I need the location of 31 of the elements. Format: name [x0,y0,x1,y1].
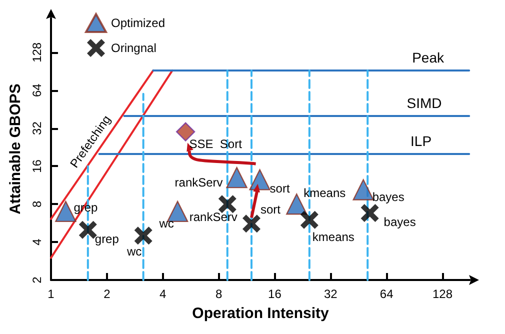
legend-label: Optimized [111,16,166,30]
x-tick-label: 16 [268,287,282,301]
x-tick-label: 32 [324,287,338,301]
y-tick-label: 8 [30,200,44,208]
x-tick-label: 1 [48,287,55,301]
series-label: Peak [412,49,445,66]
annotation: grep [94,232,120,246]
annotation: rankServ [174,176,223,190]
y-tick-label: 64 [30,83,44,98]
annotation: kmeans [312,230,354,244]
annotation: wc [126,244,142,259]
y-tick-label: 128 [30,42,44,62]
annotation: sort [260,202,282,217]
x-tick-label: 64 [380,287,394,301]
annotation: sort [270,182,290,196]
y-tick-label: 2 [30,276,44,284]
y-tick-label: 32 [30,121,44,135]
series-label: SIMD [406,95,442,112]
x-tick-label: 8 [215,287,222,301]
annotation: bayes [372,190,404,204]
y-tick-label: 16 [30,159,44,173]
x-tick-label: 4 [160,287,167,301]
x-tick-label: 128 [432,287,453,301]
x-tick-label: 2 [104,287,111,301]
y-tick-label: 4 [30,238,44,246]
series-label: ILP [410,132,432,149]
annotation: bayes [384,215,416,230]
y-axis-title: Attainable GBOPS [7,84,24,214]
legend-label: Oringnal [111,41,156,55]
annotation: wc [158,216,174,230]
x-axis-title: Operation Intensity [192,305,330,322]
